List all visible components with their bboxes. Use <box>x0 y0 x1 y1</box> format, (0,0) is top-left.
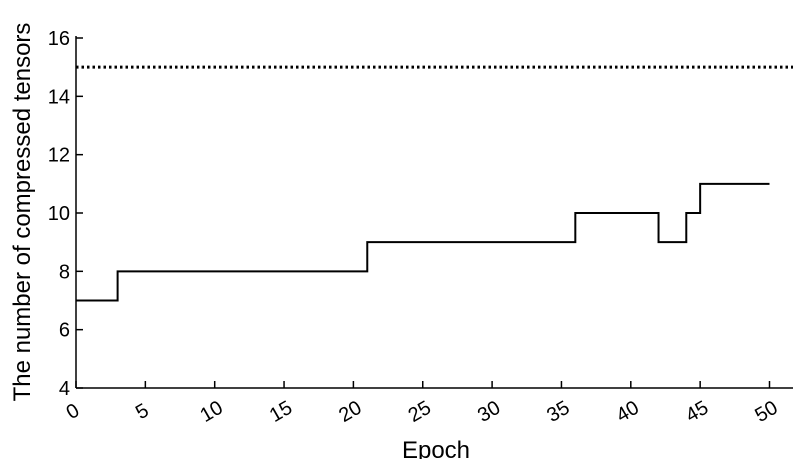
x-tick-label: 25 <box>405 397 435 427</box>
x-tick-label: 5 <box>132 399 153 424</box>
x-tick-label: 35 <box>543 397 573 427</box>
y-tick-label: 10 <box>48 203 70 225</box>
x-tick-label: 10 <box>197 397 227 427</box>
series-group <box>76 65 793 302</box>
y-tick-label: 4 <box>59 378 70 400</box>
x-tick-label: 30 <box>474 397 504 427</box>
y-tick-label: 16 <box>48 28 70 50</box>
y-axis-label: The number of compressed tensors <box>9 23 36 402</box>
x-tick-label: 45 <box>682 397 712 427</box>
x-tick-label: 20 <box>335 397 365 427</box>
y-tick-label: 12 <box>48 145 70 167</box>
y-tick-label: 8 <box>59 261 70 283</box>
y-axis-ticks: 4 6 8 10 12 14 16 <box>48 28 83 400</box>
y-tick-label: 6 <box>59 320 70 342</box>
x-tick-label: 50 <box>751 397 781 427</box>
x-axis-label: Epoch <box>402 437 470 459</box>
y-tick-label: 14 <box>48 86 70 108</box>
step-series-line <box>76 182 770 302</box>
x-tick-label: 15 <box>266 397 296 427</box>
x-tick-label: 40 <box>613 397 643 427</box>
x-tick-label: 0 <box>63 399 84 424</box>
